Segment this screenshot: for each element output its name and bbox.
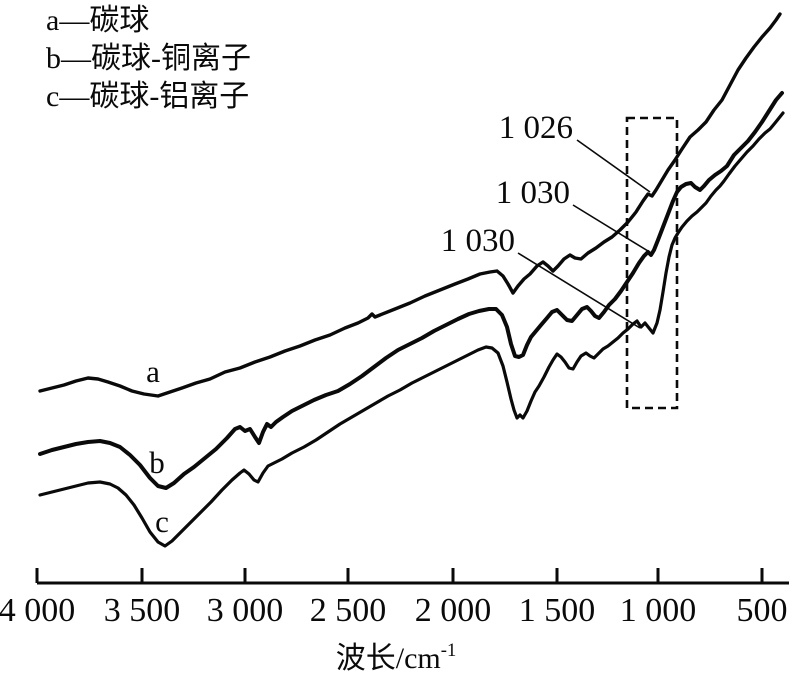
annotation-label-b: 1 030 <box>496 175 570 211</box>
x-axis-tick-label-4000: 4 000 <box>0 592 75 629</box>
legend-item-c: c—碳球-铝离子 <box>46 80 250 113</box>
x-axis-tick-label-3000: 3 000 <box>207 592 284 629</box>
x-axis-tick-label-1000: 1 000 <box>620 592 697 629</box>
legend-item-b: b—碳球-铜离子 <box>46 42 251 75</box>
curve-c <box>38 111 785 548</box>
x-axis-tick-label-2000: 2 000 <box>415 592 492 629</box>
curve-a <box>38 12 782 398</box>
annotation-leader-c <box>517 252 641 329</box>
curve-b <box>38 91 784 490</box>
annotation-label-a: 1 026 <box>499 110 573 146</box>
curve-label-c: c <box>155 504 169 539</box>
highlight-dashed-box <box>625 116 679 410</box>
x-axis-title: 波长/cm-1 <box>336 640 457 675</box>
x-axis-tick-label-3500: 3 500 <box>104 592 181 629</box>
legend: a—碳球 b—碳球-铜离子 c—碳球-铝离子 <box>46 2 251 116</box>
annotation-leader-b <box>572 204 649 252</box>
annotation-leader-a <box>576 139 651 193</box>
curve-label-b: b <box>149 445 165 480</box>
x-axis-tick-label-2500: 2 500 <box>310 592 387 629</box>
legend-item-a: a—碳球 <box>46 4 150 37</box>
x-axis-tick-label-1500: 1 500 <box>519 592 596 629</box>
x-axis-tick-label-500: 500 <box>737 592 788 629</box>
annotation-label-c: 1 030 <box>441 223 515 259</box>
curve-label-a: a <box>146 354 160 389</box>
